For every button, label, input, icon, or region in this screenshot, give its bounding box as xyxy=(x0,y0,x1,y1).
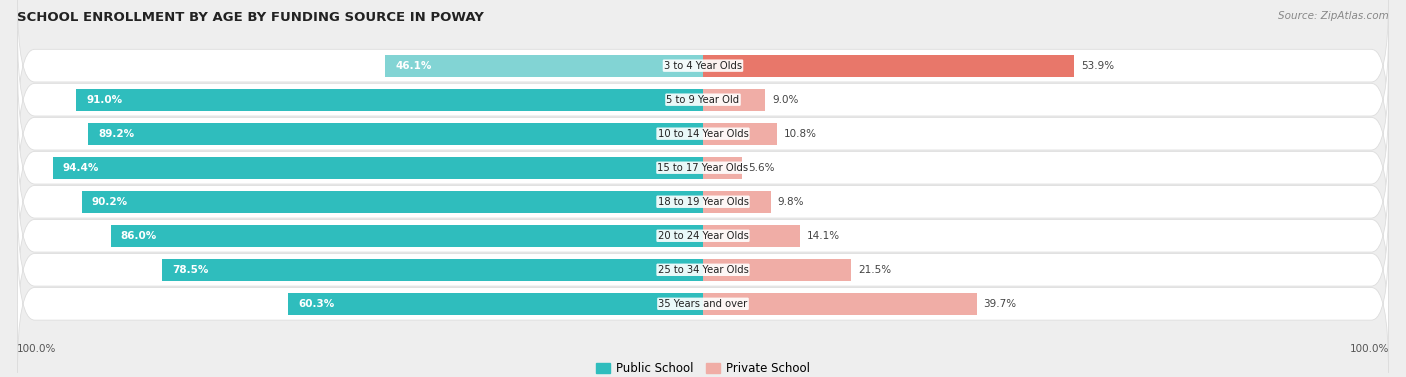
Text: 100.0%: 100.0% xyxy=(1350,344,1389,354)
Bar xyxy=(703,55,1074,77)
Legend: Public School, Private School: Public School, Private School xyxy=(592,357,814,377)
Text: 10 to 14 Year Olds: 10 to 14 Year Olds xyxy=(658,129,748,139)
Text: 46.1%: 46.1% xyxy=(395,61,432,70)
Bar xyxy=(703,89,765,111)
Text: 9.8%: 9.8% xyxy=(778,197,804,207)
Bar xyxy=(703,225,800,247)
Bar xyxy=(703,259,851,281)
Text: 39.7%: 39.7% xyxy=(983,299,1017,309)
Bar xyxy=(162,259,703,281)
Text: 86.0%: 86.0% xyxy=(121,231,157,241)
Text: 15 to 17 Year Olds: 15 to 17 Year Olds xyxy=(658,163,748,173)
Bar xyxy=(288,293,703,315)
Bar xyxy=(82,191,703,213)
Bar xyxy=(703,157,741,179)
Text: 94.4%: 94.4% xyxy=(63,163,100,173)
Text: 91.0%: 91.0% xyxy=(86,95,122,105)
Bar xyxy=(52,157,703,179)
Text: 78.5%: 78.5% xyxy=(173,265,209,275)
FancyBboxPatch shape xyxy=(17,235,1389,372)
Text: 5 to 9 Year Old: 5 to 9 Year Old xyxy=(666,95,740,105)
Text: 35 Years and over: 35 Years and over xyxy=(658,299,748,309)
FancyBboxPatch shape xyxy=(17,31,1389,169)
FancyBboxPatch shape xyxy=(17,99,1389,236)
Bar xyxy=(111,225,703,247)
Text: SCHOOL ENROLLMENT BY AGE BY FUNDING SOURCE IN POWAY: SCHOOL ENROLLMENT BY AGE BY FUNDING SOUR… xyxy=(17,11,484,24)
Text: 25 to 34 Year Olds: 25 to 34 Year Olds xyxy=(658,265,748,275)
Text: 20 to 24 Year Olds: 20 to 24 Year Olds xyxy=(658,231,748,241)
FancyBboxPatch shape xyxy=(17,133,1389,270)
Bar xyxy=(703,293,977,315)
Text: 9.0%: 9.0% xyxy=(772,95,799,105)
Text: 10.8%: 10.8% xyxy=(785,129,817,139)
Text: 53.9%: 53.9% xyxy=(1081,61,1115,70)
FancyBboxPatch shape xyxy=(17,0,1389,134)
Bar xyxy=(703,191,770,213)
Text: 3 to 4 Year Olds: 3 to 4 Year Olds xyxy=(664,61,742,70)
FancyBboxPatch shape xyxy=(17,167,1389,305)
Text: 14.1%: 14.1% xyxy=(807,231,841,241)
FancyBboxPatch shape xyxy=(17,65,1389,202)
Bar xyxy=(385,55,703,77)
Text: 60.3%: 60.3% xyxy=(298,299,335,309)
Bar xyxy=(76,89,703,111)
Text: 90.2%: 90.2% xyxy=(91,197,128,207)
Text: 21.5%: 21.5% xyxy=(858,265,891,275)
Text: Source: ZipAtlas.com: Source: ZipAtlas.com xyxy=(1278,11,1389,21)
FancyBboxPatch shape xyxy=(17,201,1389,339)
Text: 5.6%: 5.6% xyxy=(748,163,775,173)
Text: 18 to 19 Year Olds: 18 to 19 Year Olds xyxy=(658,197,748,207)
Text: 89.2%: 89.2% xyxy=(98,129,135,139)
Bar xyxy=(89,123,703,145)
Text: 100.0%: 100.0% xyxy=(17,344,56,354)
Bar xyxy=(703,123,778,145)
